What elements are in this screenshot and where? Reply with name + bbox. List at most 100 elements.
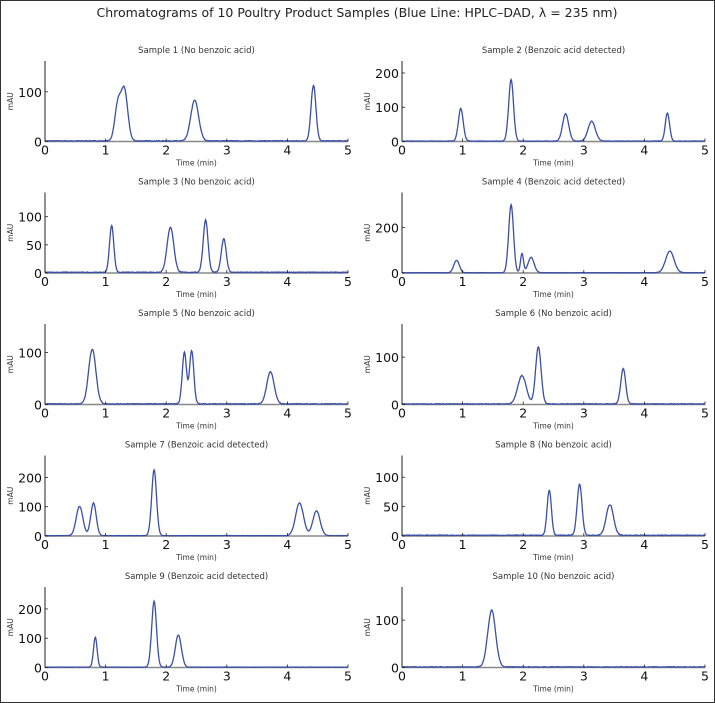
y-tick-label: 100 xyxy=(18,346,42,361)
x-tick-label: 4 xyxy=(640,143,648,158)
x-axis-label: Time (min) xyxy=(532,290,574,299)
x-tick-label: 0 xyxy=(398,537,406,552)
x-axis-label: Time (min) xyxy=(175,553,217,562)
y-tick-label: 0 xyxy=(391,266,399,281)
x-tick-label: 3 xyxy=(580,669,588,684)
y-tick-label: 200 xyxy=(18,602,42,617)
y-tick-label: 0 xyxy=(34,135,42,150)
subplot-sample-10: Sample 10 (No benzoic acid) 0 1 2 3 4 5 0 100 Tim… xyxy=(363,572,709,694)
x-tick-label: 5 xyxy=(701,669,709,684)
y-tick-label: 50 xyxy=(26,238,42,253)
subplot-title: Sample 2 (Benzoic acid detected) xyxy=(482,46,625,56)
x-tick-label: 2 xyxy=(519,143,527,158)
chromatogram-trace xyxy=(401,609,706,669)
subplot-title: Sample 1 (No benzoic acid) xyxy=(138,46,255,56)
x-tick-label: 2 xyxy=(519,537,527,552)
chromatogram-trace xyxy=(401,345,705,406)
y-axis-label: mAU xyxy=(363,618,372,636)
x-tick-label: 3 xyxy=(223,274,231,289)
y-tick-label: 0 xyxy=(34,661,42,676)
y-tick-label: 200 xyxy=(18,470,42,485)
x-tick-label: 0 xyxy=(41,143,49,158)
y-tick-label: 100 xyxy=(375,470,399,485)
x-axis-label: Time (min) xyxy=(175,685,217,694)
x-tick-label: 1 xyxy=(459,669,467,684)
x-tick-label: 5 xyxy=(701,274,709,289)
y-axis-label: mAU xyxy=(363,487,372,505)
y-axis-label: mAU xyxy=(6,618,15,636)
x-tick-label: 1 xyxy=(102,406,110,421)
subplot-sample-3: Sample 3 (No benzoic acid)0 1 2 3 4 5050100Ti… xyxy=(6,178,352,300)
x-tick-label: 2 xyxy=(162,406,170,421)
x-tick-label: 0 xyxy=(41,669,49,684)
x-tick-label: 4 xyxy=(283,274,291,289)
y-tick-label: 0 xyxy=(34,398,42,413)
x-tick-label: 2 xyxy=(162,669,170,684)
subplot-sample-5: Sample 5 (No benzoic acid) 0 1 2 3 4 5 0 100 Time… xyxy=(6,309,352,431)
subplot-sample-4: Sample 4 (Benzoic acid detected) 0 1 2 3 4 5 0 2… xyxy=(363,178,709,300)
x-tick-label: 3 xyxy=(580,143,588,158)
x-tick-label: 5 xyxy=(701,143,709,158)
x-tick-label: 4 xyxy=(283,669,291,684)
x-tick-label: 0 xyxy=(41,406,49,421)
subplot-sample-1: Sample 1 (No benzoic acid) 0 1 2 3 4 5 0 100 Time… xyxy=(6,46,352,168)
subplot-title: Sample 9 (Benzoic acid detected) xyxy=(125,572,268,582)
chromatogram-trace xyxy=(45,217,349,274)
x-tick-label: 2 xyxy=(162,143,170,158)
x-tick-label: 5 xyxy=(701,537,709,552)
x-tick-label: 3 xyxy=(223,406,231,421)
x-tick-label: 1 xyxy=(459,274,467,289)
x-axis-label: Time (min) xyxy=(175,159,217,168)
y-axis-label: mAU xyxy=(363,355,372,373)
x-tick-label: 3 xyxy=(580,406,588,421)
subplot-title: Sample 5 (No benzoic acid) xyxy=(138,309,255,319)
subplot-title: Sample 8 (No benzoic acid) xyxy=(495,441,612,451)
chromatogram-trace xyxy=(44,348,349,406)
x-tick-label: 5 xyxy=(344,537,352,552)
chromatogram-trace xyxy=(401,202,706,274)
y-tick-label: 100 xyxy=(375,613,399,628)
x-tick-label: 1 xyxy=(102,669,110,684)
subplot-sample-9: Sample 9 (Benzoic acid detected) 0 1 2 3 4 5 0 1… xyxy=(6,572,352,694)
chromatogram-trace xyxy=(44,599,348,669)
x-tick-label: 0 xyxy=(398,406,406,421)
y-axis-label: mAU xyxy=(6,92,15,110)
y-tick-label: 200 xyxy=(375,221,399,236)
subplot-title: Sample 6 (No benzoic acid) xyxy=(495,309,612,319)
y-tick-label: 0 xyxy=(391,661,399,676)
x-tick-label: 2 xyxy=(519,406,527,421)
x-tick-label: 4 xyxy=(283,143,291,158)
x-tick-label: 2 xyxy=(519,274,527,289)
x-axis-label: Time (min) xyxy=(175,290,217,299)
x-tick-label: 3 xyxy=(223,669,231,684)
subplot-title: Sample 3 (No benzoic acid) xyxy=(138,178,255,188)
y-tick-label: 0 xyxy=(34,266,42,281)
subplot-title: Sample 7 (Benzoic acid detected) xyxy=(125,441,268,451)
subplot-sample-2: Sample 2 (Benzoic acid detected) 0 1 2 3 4 5 0 1… xyxy=(363,46,709,168)
y-axis-label: mAU xyxy=(6,355,15,373)
x-tick-label: 4 xyxy=(640,669,648,684)
x-tick-label: 0 xyxy=(398,669,406,684)
subplot-sample-7: Sample 7 (Benzoic acid detected) 0 1 2 3 4 5 0 1… xyxy=(6,441,352,563)
x-tick-label: 3 xyxy=(223,143,231,158)
x-tick-label: 1 xyxy=(102,537,110,552)
chromatogram-trace xyxy=(44,84,348,143)
chromatogram-trace xyxy=(401,483,706,537)
y-tick-label: 0 xyxy=(34,529,42,544)
figure-title: Chromatograms of 10 Poultry Product Samp… xyxy=(97,5,618,20)
x-tick-label: 0 xyxy=(41,274,49,289)
y-tick-label: 0 xyxy=(391,398,399,413)
x-axis-label: Time (min) xyxy=(532,685,574,694)
subplot-title: Sample 10 (No benzoic acid) xyxy=(492,572,614,582)
x-axis-label: Time (min) xyxy=(175,422,217,431)
x-tick-label: 4 xyxy=(640,274,648,289)
x-tick-label: 0 xyxy=(398,143,406,158)
x-tick-label: 4 xyxy=(283,406,291,421)
x-tick-label: 2 xyxy=(519,669,527,684)
x-tick-label: 2 xyxy=(162,274,170,289)
x-tick-label: 5 xyxy=(344,143,352,158)
subplot-sample-8: Sample 8 (No benzoic acid)0 1 2 3 4 5050100Ti… xyxy=(363,441,709,563)
y-tick-label: 200 xyxy=(375,66,399,81)
x-tick-label: 3 xyxy=(223,537,231,552)
